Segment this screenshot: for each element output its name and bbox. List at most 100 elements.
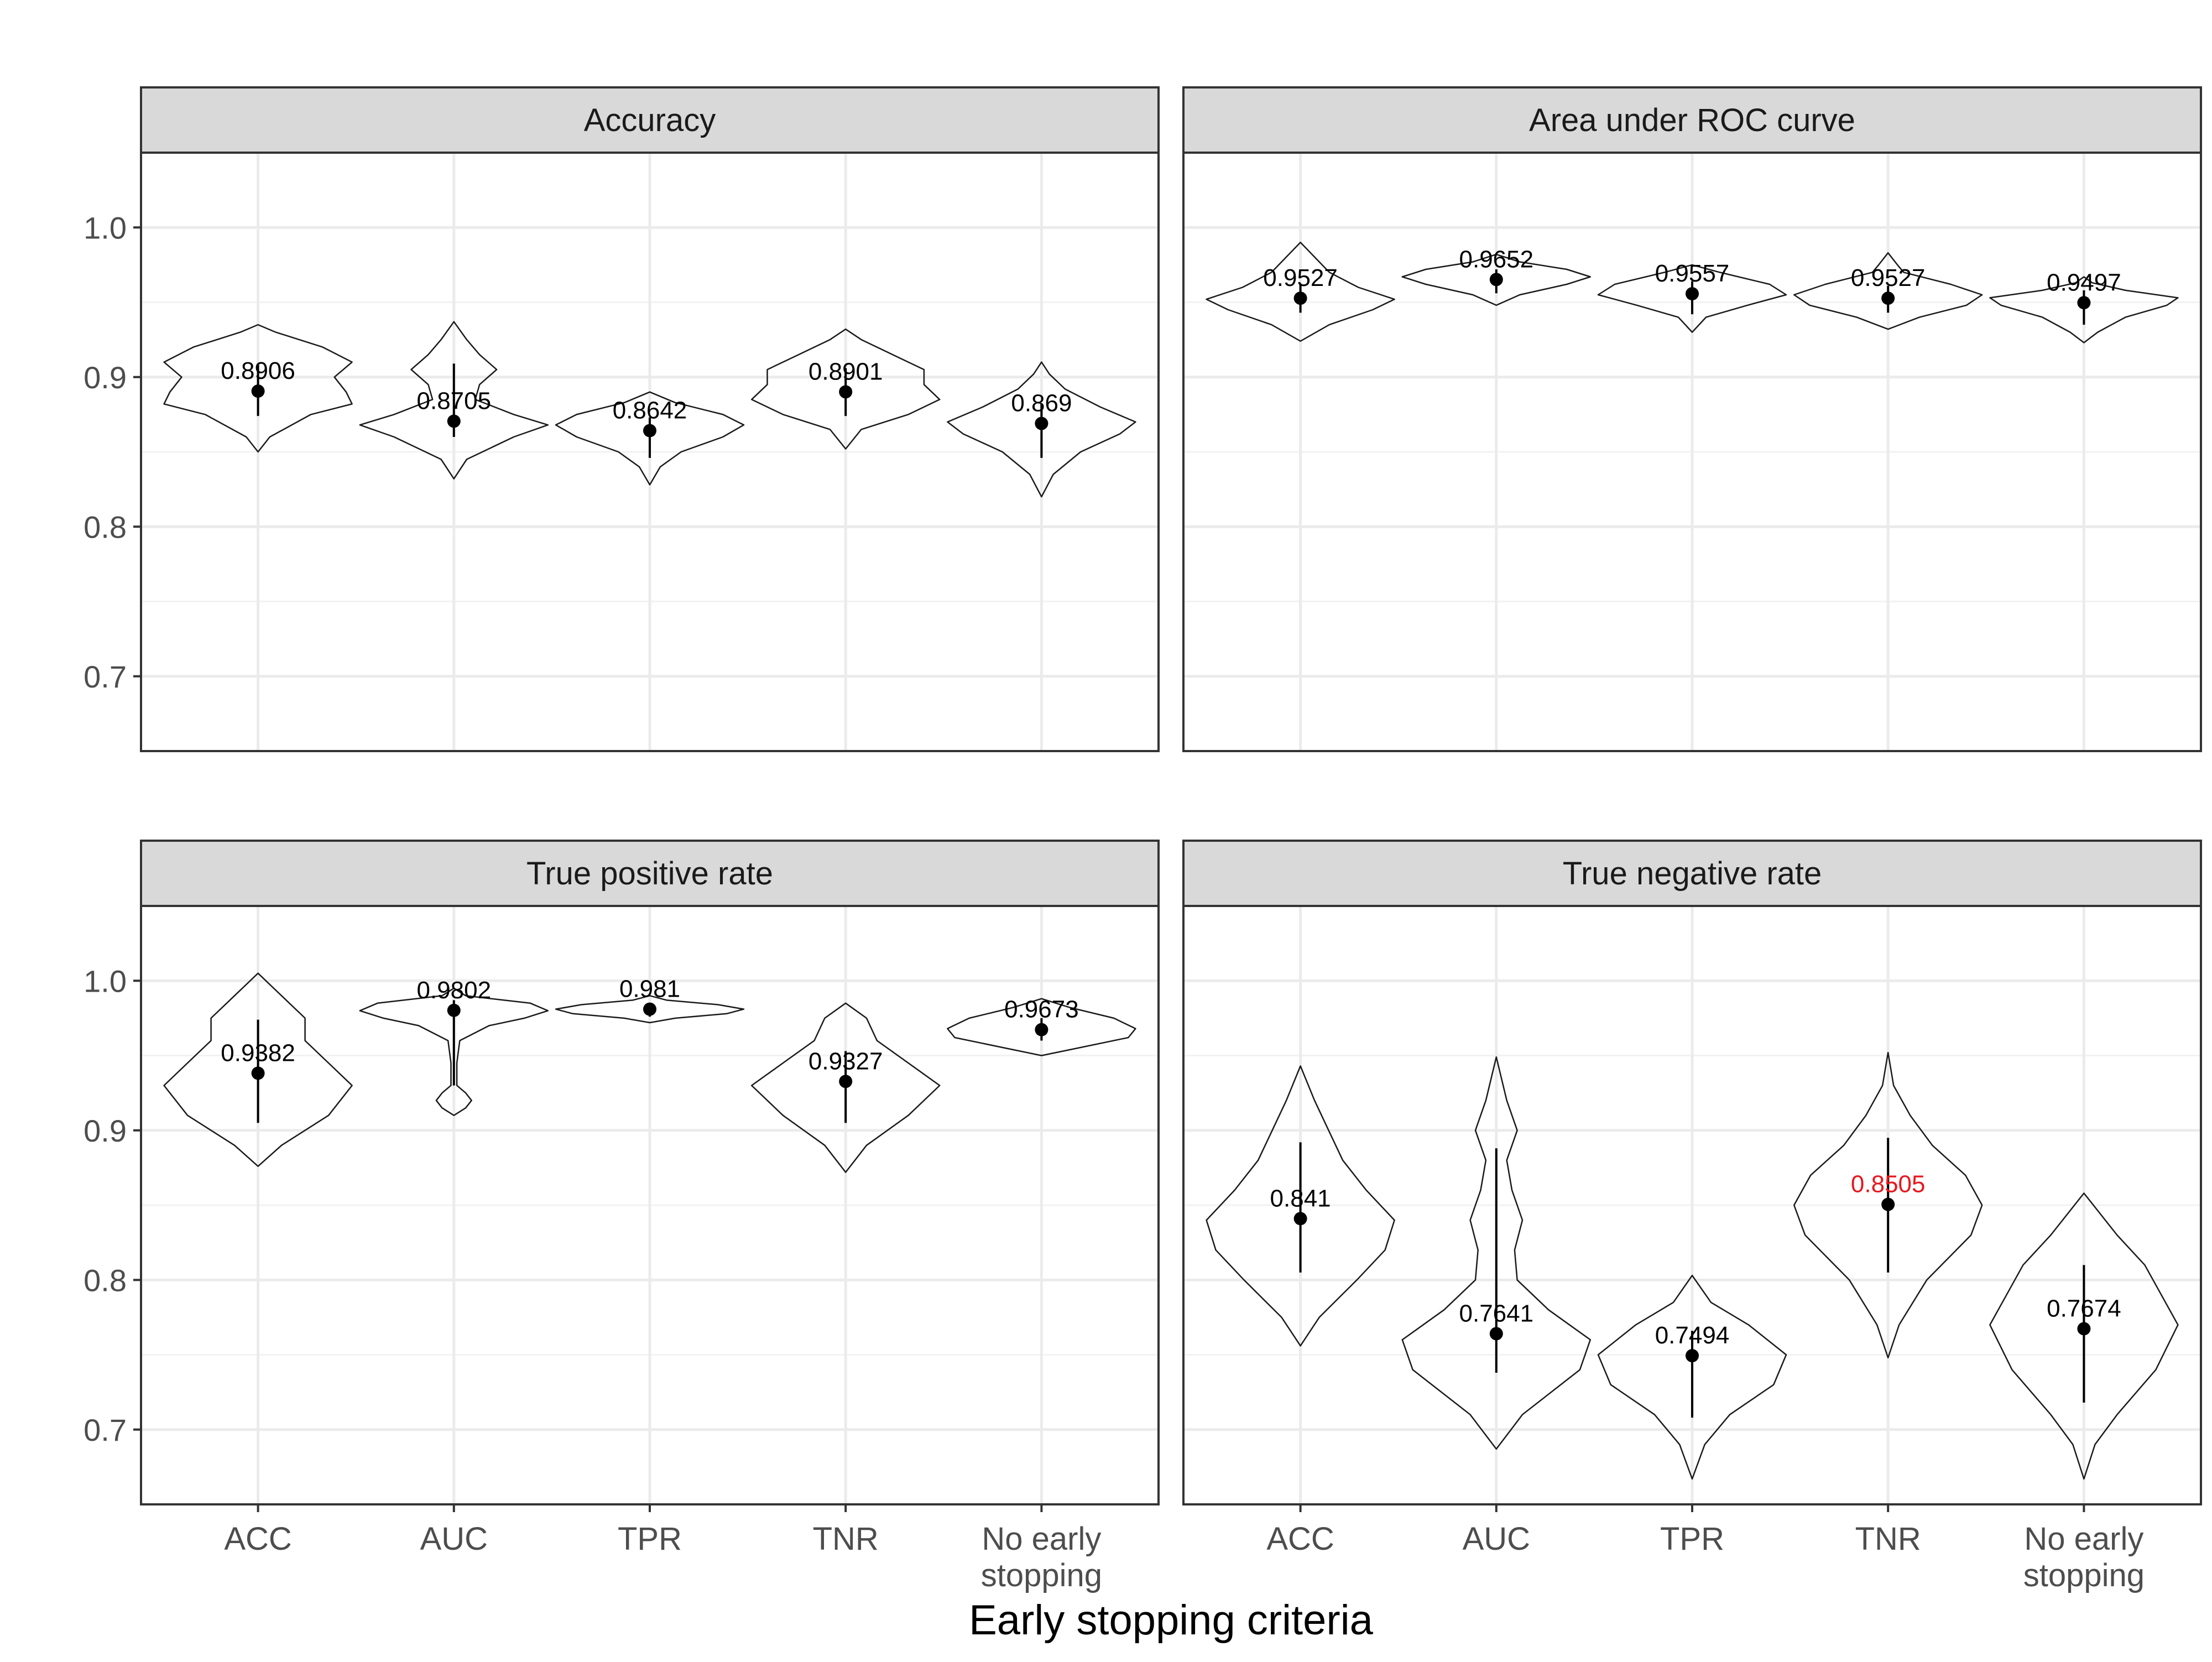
x-tick-label-line: TPR (618, 1521, 682, 1557)
data-label-no-early-stopping: 0.9673 (1004, 996, 1079, 1023)
point-auc (1489, 273, 1503, 286)
violin-tnr (1793, 1051, 1983, 1359)
point-tpr (643, 424, 656, 437)
violin-auc (1401, 253, 1592, 306)
data-label-auc: 0.9652 (1459, 246, 1534, 273)
data-label-acc: 0.841 (1270, 1185, 1331, 1212)
panel-true-negative-rate: True negative rate 0.841 0.7641 0.7494 0.850… (1182, 840, 2202, 1593)
y-tick-label: 0.9 (84, 360, 127, 395)
data-label-tnr: 0.8901 (808, 358, 883, 385)
x-tick-label-line: TPR (1660, 1521, 1724, 1557)
x-tick-label-line: AUC (1463, 1521, 1530, 1557)
panel-border (1182, 152, 2202, 752)
violin-tpr (1597, 264, 1787, 333)
point-tpr (1686, 1349, 1699, 1363)
panel-true-positive-rate: True positive rate 0.9382 0.9802 0.981 0.932… (84, 840, 1160, 1593)
x-tick-label-line: stopping (2023, 1557, 2145, 1593)
point-acc (251, 384, 265, 398)
y-tick-label: 0.7 (84, 659, 127, 694)
point-no-early-stopping (2077, 296, 2091, 310)
data-label-no-early-stopping: 0.869 (1011, 390, 1072, 417)
point-acc (1293, 1212, 1307, 1226)
data-label-auc: 0.7641 (1459, 1300, 1534, 1327)
violin-tnr (1793, 252, 1983, 330)
violin-acc (1206, 1065, 1395, 1347)
panel-accuracy: Accuracy 0.8906 0.8705 0.8642 0.8901 0.869 0.7… (84, 86, 1160, 752)
x-tick-label-tpr: TPR (618, 1521, 682, 1557)
panel-title: Area under ROC curve (1529, 102, 1855, 138)
violin-acc (163, 972, 353, 1167)
x-tick-label-line: TNR (1855, 1521, 1921, 1557)
violin-auc (1401, 1056, 1592, 1450)
violin-tnr (750, 1002, 941, 1173)
data-label-tpr: 0.981 (619, 976, 680, 1003)
point-tnr (839, 1075, 853, 1088)
x-tick-label-line: AUC (420, 1521, 488, 1557)
y-tick-label: 0.7 (84, 1413, 127, 1447)
violin-tpr (555, 391, 745, 486)
y-tick-label: 0.8 (84, 1263, 127, 1298)
point-tnr (839, 385, 853, 399)
data-label-tpr: 0.9557 (1655, 260, 1730, 287)
y-tick-label: 0.9 (84, 1113, 127, 1148)
point-acc (1293, 291, 1307, 305)
panel-strip (140, 840, 1160, 907)
panel-strip (140, 86, 1160, 154)
data-label-no-early-stopping: 0.7674 (2047, 1295, 2121, 1322)
point-auc (447, 414, 461, 428)
violin-no-early-stopping (1989, 276, 2179, 343)
point-tnr (1881, 291, 1895, 305)
violin-acc (163, 324, 353, 453)
data-label-no-early-stopping: 0.9497 (2047, 269, 2121, 296)
data-label-tnr: 0.9327 (808, 1048, 883, 1075)
x-tick-label-acc: ACC (1266, 1521, 1334, 1557)
x-tick-label-no-early-stopping: No early stopping (2023, 1521, 2145, 1593)
point-tnr (1881, 1197, 1895, 1211)
point-no-early-stopping (1035, 416, 1048, 430)
x-tick-label-auc: AUC (1463, 1521, 1530, 1557)
x-tick-label-line: TNR (813, 1521, 879, 1557)
point-no-early-stopping (2077, 1322, 2091, 1336)
violin-no-early-stopping (1989, 1192, 2179, 1480)
panel-title: True negative rate (1563, 856, 1822, 892)
panel-border (140, 152, 1160, 752)
x-tick-label-line: stopping (981, 1557, 1102, 1593)
panel-title: Accuracy (584, 102, 716, 138)
data-label-tnr: 0.8505 (1851, 1171, 1926, 1198)
data-label-auc: 0.9802 (417, 977, 492, 1004)
y-tick-label: 0.8 (84, 509, 127, 544)
data-label-tpr: 0.7494 (1655, 1322, 1730, 1349)
panel-area-under-roc-curve: Area under ROC curve 0.9527 0.9652 0.9557 0.… (1182, 86, 2202, 752)
x-tick-label-line: No early (2024, 1521, 2143, 1557)
panel-strip (1182, 840, 2202, 907)
violin-tpr (1597, 1274, 1787, 1480)
x-tick-label-line: ACC (1266, 1521, 1334, 1557)
data-label-acc: 0.8906 (221, 357, 295, 384)
data-label-tpr: 0.8642 (613, 397, 687, 424)
point-acc (251, 1066, 265, 1080)
data-label-auc: 0.8705 (417, 388, 492, 415)
violin-tnr (750, 328, 941, 450)
point-tpr (643, 1002, 656, 1016)
violin-no-early-stopping (947, 361, 1136, 498)
x-tick-label-tnr: TNR (813, 1521, 879, 1557)
violin-no-early-stopping (947, 998, 1136, 1056)
x-axis-title: Early stopping criteria (969, 1597, 1373, 1644)
data-label-tnr: 0.9527 (1851, 264, 1926, 291)
x-tick-label-acc: ACC (224, 1521, 291, 1557)
data-label-acc: 0.9382 (221, 1039, 295, 1066)
y-tick-label: 1.0 (84, 210, 127, 245)
point-no-early-stopping (1035, 1023, 1048, 1036)
x-tick-label-tpr: TPR (1660, 1521, 1724, 1557)
panel-title: True positive rate (526, 856, 773, 892)
x-tick-label-auc: AUC (420, 1521, 488, 1557)
violin-acc (1206, 242, 1395, 342)
x-tick-label-line: No early (982, 1521, 1101, 1557)
y-tick-label: 1.0 (84, 963, 127, 998)
x-tick-label-no-early-stopping: No early stopping (981, 1521, 1102, 1593)
data-label-acc: 0.9527 (1263, 264, 1338, 291)
violin-tpr (555, 995, 745, 1024)
x-tick-label-tnr: TNR (1855, 1521, 1921, 1557)
